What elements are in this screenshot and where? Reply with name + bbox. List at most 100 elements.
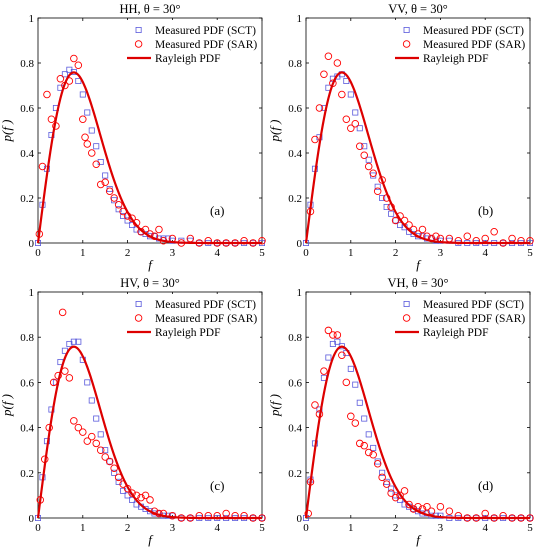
sct-point: [93, 415, 100, 422]
sct-point: [356, 125, 363, 132]
sar-point: [88, 432, 96, 441]
sar-point: [356, 439, 364, 448]
y-tick-label: 0.8: [288, 58, 302, 70]
sar-point: [387, 489, 395, 497]
y-tick-label: 0.8: [20, 58, 34, 70]
legend: Measured PDF (SCT) Measured PDF (SAR) Rayl…: [393, 294, 528, 340]
y-axis-label: p(f ): [267, 119, 282, 142]
sar-point: [128, 489, 136, 497]
sar-point: [81, 133, 89, 141]
sar-point: [83, 437, 92, 445]
legend-marker-circle: [402, 314, 411, 322]
sar-point: [481, 234, 489, 243]
y-axis-label: p(f ): [0, 394, 14, 417]
sct-point: [124, 492, 131, 499]
x-tick-label: 3: [170, 522, 176, 534]
sar-point: [373, 187, 382, 195]
x-tick-label: 3: [170, 247, 176, 259]
sar-point: [508, 234, 516, 243]
panel-title: VH, θ = 30°: [387, 276, 448, 290]
y-tick-label: 0.8: [20, 332, 34, 344]
sct-point: [334, 338, 341, 345]
x-tick-label: 1: [348, 247, 354, 259]
sar-point: [96, 446, 105, 454]
legend-marker-circle: [402, 40, 411, 48]
sct-point: [379, 194, 386, 201]
sct-point: [120, 487, 127, 494]
x-tick-label: 1: [80, 247, 86, 259]
y-tick-label: 0: [297, 513, 303, 525]
y-axis-label: p(f ): [0, 119, 14, 142]
sar-point: [70, 417, 78, 425]
y-tick-label: 0: [29, 238, 35, 250]
sct-point: [343, 78, 350, 85]
panel-tag: (b): [478, 203, 493, 218]
x-axis-label: f: [148, 532, 154, 547]
legend-marker-square: [135, 26, 142, 33]
y-tick-label: 0.6: [20, 377, 34, 389]
sar-point: [311, 401, 319, 409]
legend-label: Measured PDF (SAR): [423, 39, 525, 51]
y-tick-label: 0.4: [288, 148, 302, 160]
sct-point: [88, 397, 95, 404]
sar-point: [432, 232, 440, 240]
sct-point: [70, 69, 77, 76]
sct-point: [84, 109, 91, 116]
panel-title: HV, θ = 30°: [120, 276, 179, 290]
sar-point: [364, 448, 373, 457]
rayleigh-curve: [304, 345, 530, 520]
sar-point: [155, 225, 163, 234]
sar-point: [490, 227, 498, 236]
sar-point: [436, 502, 445, 511]
sct-point: [338, 343, 345, 350]
sct-point: [75, 78, 82, 85]
y-tick-label: 0.4: [288, 423, 302, 435]
sar-point: [83, 140, 92, 148]
panel-b: 0 1 2 3 4 5 0 0.2 0.4 0.6 0.8 1 VV, θ = 30° f p(f ) (b)…: [267, 2, 534, 272]
sct-point: [361, 415, 368, 422]
rayleigh-curve: [304, 71, 530, 245]
sar-point: [333, 331, 342, 339]
legend-label: Rayleigh PDF: [423, 327, 489, 339]
panel-c: 0 1 2 3 4 5 0 0.2 0.4 0.6 0.8 1 HV, θ = 30° f p(f ) (c)…: [0, 276, 266, 547]
sct-point: [102, 172, 109, 179]
sct-point: [93, 143, 100, 150]
legend-marker-circle: [134, 314, 143, 322]
x-tick-label: 0: [35, 522, 41, 534]
sct-point: [120, 212, 127, 219]
sar-point: [454, 236, 463, 245]
sar-point: [351, 419, 360, 427]
legend-label: Measured PDF (SAR): [423, 313, 525, 325]
sar-point: [105, 457, 114, 466]
sar-point: [137, 493, 145, 502]
x-axis-label: f: [416, 532, 422, 547]
x-axis-label: f: [148, 257, 154, 272]
y-tick-label: 0.2: [20, 468, 34, 480]
sct-point: [347, 91, 354, 98]
sar-point: [79, 115, 87, 123]
legend-label: Measured PDF (SCT): [423, 299, 524, 311]
legend-label: Measured PDF (SCT): [423, 25, 524, 37]
sar-point: [364, 162, 373, 171]
y-axis-label: p(f ): [267, 394, 282, 417]
sar-point: [342, 378, 351, 387]
sar-point: [141, 491, 150, 500]
sct-point: [79, 91, 86, 98]
sar-point: [414, 502, 422, 511]
sct-point: [379, 469, 386, 476]
panel-tag: (d): [478, 478, 493, 493]
sct-point: [352, 109, 359, 116]
sar-point: [114, 200, 123, 209]
x-tick-label: 5: [259, 522, 265, 534]
sar-point: [74, 423, 83, 432]
sar-point: [382, 480, 391, 488]
panel-d: 0 1 2 3 4 5 0 0.2 0.4 0.6 0.8 1 VH, θ = 30° f p(f ) (d)…: [267, 276, 534, 547]
sct-point: [374, 183, 381, 190]
sct-point: [392, 217, 399, 224]
sar-point: [315, 104, 324, 112]
panel-title: VV, θ = 30°: [388, 2, 447, 16]
sar-point: [356, 142, 364, 150]
sct-point: [102, 447, 109, 454]
sar-point: [320, 70, 328, 78]
